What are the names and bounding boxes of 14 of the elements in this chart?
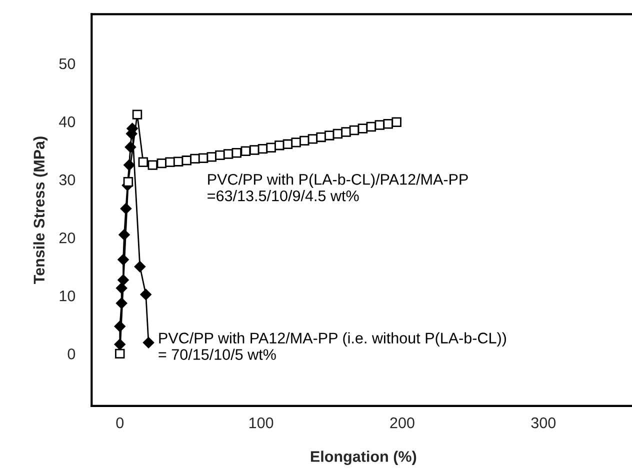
y-tick-label: 0 <box>68 348 76 360</box>
series-label: PVC/PP with PA12/MA-PP (i.e. without P(LA-b-CL)) = 70/15/10/5 wt% <box>158 332 506 360</box>
series-label: PVC/PP with P(LA-b-CL)/PA12/MA-PP =63/13.5/10/9/4.5 wt% <box>208 174 468 202</box>
x-tick-label: 200 <box>390 417 414 428</box>
y-tick-label: 30 <box>59 174 76 186</box>
x-tick-label: 300 <box>531 417 556 428</box>
y-tick-label: 50 <box>59 58 76 70</box>
y-tick-label: 20 <box>59 232 76 244</box>
x-tick-label: 100 <box>249 417 274 428</box>
y-tick-label: 10 <box>60 290 76 302</box>
y-tick-label: 40 <box>59 116 76 128</box>
y-axis-title: Tensile Stress (MPa) <box>33 136 48 284</box>
x-tick-label: 0 <box>116 417 124 428</box>
x-axis-title: Elongation (%) <box>310 450 416 466</box>
